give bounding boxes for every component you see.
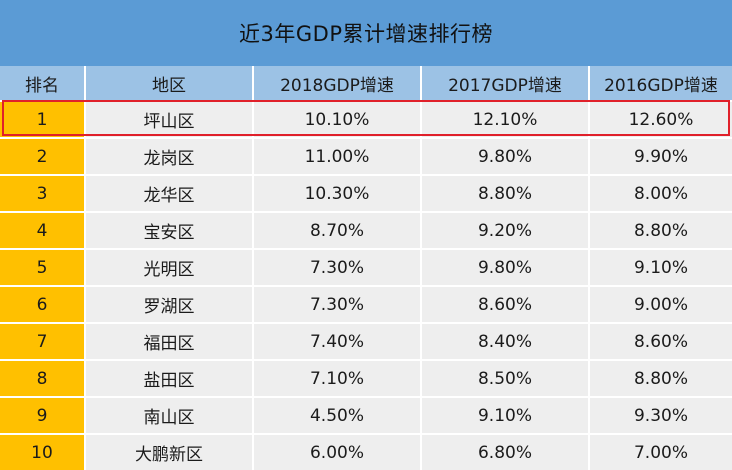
rank-cell: 2 bbox=[0, 138, 86, 176]
header-2017-growth: 2017GDP增速 bbox=[421, 66, 590, 102]
growth-2017-cell: 12.10% bbox=[421, 101, 590, 139]
growth-2016-cell: 8.60% bbox=[589, 323, 732, 361]
table-row: 9 南山区 4.50% 9.10% 9.30% bbox=[0, 397, 732, 435]
growth-2018-cell: 7.30% bbox=[253, 249, 422, 287]
table-row: 6 罗湖区 7.30% 8.60% 9.00% bbox=[0, 286, 732, 324]
growth-2017-cell: 9.80% bbox=[421, 249, 590, 287]
header-2016-growth: 2016GDP增速 bbox=[589, 66, 732, 102]
area-cell: 罗湖区 bbox=[85, 286, 254, 324]
growth-2016-cell: 12.60% bbox=[589, 101, 732, 139]
growth-2017-cell: 8.50% bbox=[421, 360, 590, 398]
table-row: 1 坪山区 10.10% 12.10% 12.60% bbox=[0, 101, 732, 139]
growth-2018-cell: 10.10% bbox=[253, 101, 422, 139]
growth-2017-cell: 8.40% bbox=[421, 323, 590, 361]
area-cell: 大鹏新区 bbox=[85, 434, 254, 470]
growth-2018-cell: 6.00% bbox=[253, 434, 422, 470]
table-title: 近3年GDP累计增速排行榜 bbox=[0, 0, 732, 66]
growth-2018-cell: 4.50% bbox=[253, 397, 422, 435]
rank-cell: 8 bbox=[0, 360, 86, 398]
rank-cell: 10 bbox=[0, 434, 86, 470]
table-row: 10 大鹏新区 6.00% 6.80% 7.00% bbox=[0, 434, 732, 470]
table-row: 5 光明区 7.30% 9.80% 9.10% bbox=[0, 249, 732, 287]
growth-2017-cell: 9.20% bbox=[421, 212, 590, 250]
growth-2016-cell: 9.90% bbox=[589, 138, 732, 176]
area-cell: 龙岗区 bbox=[85, 138, 254, 176]
table-body: 1 坪山区 10.10% 12.10% 12.60% 2 龙岗区 11.00% 9.80% 9.9… bbox=[0, 101, 732, 470]
header-area: 地区 bbox=[85, 66, 254, 102]
area-cell: 坪山区 bbox=[85, 101, 254, 139]
area-cell: 龙华区 bbox=[85, 175, 254, 213]
rank-cell: 7 bbox=[0, 323, 86, 361]
table-row: 2 龙岗区 11.00% 9.80% 9.90% bbox=[0, 138, 732, 176]
growth-2017-cell: 6.80% bbox=[421, 434, 590, 470]
rank-cell: 9 bbox=[0, 397, 86, 435]
table-header-row: 排名 地区 2018GDP增速 2017GDP增速 2016GDP增速 bbox=[0, 66, 732, 102]
growth-2016-cell: 8.00% bbox=[589, 175, 732, 213]
growth-2016-cell: 9.00% bbox=[589, 286, 732, 324]
area-cell: 宝安区 bbox=[85, 212, 254, 250]
table-row: 3 龙华区 10.30% 8.80% 8.00% bbox=[0, 175, 732, 213]
growth-2016-cell: 8.80% bbox=[589, 212, 732, 250]
header-2018-growth: 2018GDP增速 bbox=[253, 66, 422, 102]
growth-2018-cell: 7.30% bbox=[253, 286, 422, 324]
header-rank: 排名 bbox=[0, 66, 86, 102]
area-cell: 南山区 bbox=[85, 397, 254, 435]
growth-2017-cell: 8.80% bbox=[421, 175, 590, 213]
growth-2018-cell: 7.10% bbox=[253, 360, 422, 398]
growth-2018-cell: 10.30% bbox=[253, 175, 422, 213]
growth-2016-cell: 8.80% bbox=[589, 360, 732, 398]
gdp-growth-table: 排名 地区 2018GDP增速 2017GDP增速 2016GDP增速 1 坪山区… bbox=[0, 66, 732, 470]
growth-2018-cell: 8.70% bbox=[253, 212, 422, 250]
growth-2017-cell: 8.60% bbox=[421, 286, 590, 324]
rank-cell: 3 bbox=[0, 175, 86, 213]
area-cell: 福田区 bbox=[85, 323, 254, 361]
table-row: 4 宝安区 8.70% 9.20% 8.80% bbox=[0, 212, 732, 250]
area-cell: 光明区 bbox=[85, 249, 254, 287]
growth-2017-cell: 9.80% bbox=[421, 138, 590, 176]
growth-2018-cell: 11.00% bbox=[253, 138, 422, 176]
growth-2016-cell: 7.00% bbox=[589, 434, 732, 470]
rank-cell: 1 bbox=[0, 101, 86, 139]
rank-cell: 6 bbox=[0, 286, 86, 324]
growth-2017-cell: 9.10% bbox=[421, 397, 590, 435]
rank-cell: 4 bbox=[0, 212, 86, 250]
table-row: 8 盐田区 7.10% 8.50% 8.80% bbox=[0, 360, 732, 398]
growth-2016-cell: 9.10% bbox=[589, 249, 732, 287]
area-cell: 盐田区 bbox=[85, 360, 254, 398]
growth-2018-cell: 7.40% bbox=[253, 323, 422, 361]
table-row: 7 福田区 7.40% 8.40% 8.60% bbox=[0, 323, 732, 361]
growth-2016-cell: 9.30% bbox=[589, 397, 732, 435]
rank-cell: 5 bbox=[0, 249, 86, 287]
